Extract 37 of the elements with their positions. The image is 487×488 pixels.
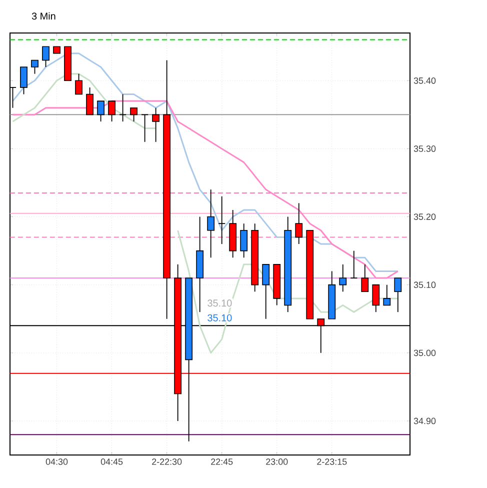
- x-tick-label: 04:45: [100, 458, 123, 465]
- candlestick: [207, 189, 215, 258]
- candlestick: [42, 46, 50, 68]
- candlestick: [295, 202, 303, 244]
- candlestick: [20, 66, 28, 95]
- candlestick: [97, 100, 104, 122]
- candlestick: [383, 284, 391, 306]
- annotation: 35.10: [208, 314, 232, 322]
- x-tick-label: 04:30: [46, 458, 68, 465]
- y-tick-label: 35.10: [414, 282, 436, 288]
- candlestick: [361, 264, 369, 292]
- x-tick-label: 2-23:15: [317, 458, 347, 465]
- y-tick-label: 35.20: [414, 214, 436, 220]
- candlestick: [372, 284, 380, 313]
- x-tick-label: 22:45: [211, 458, 233, 465]
- y-tick-label: 35.00: [414, 350, 436, 356]
- candlestick: [86, 86, 94, 116]
- candlestick: [240, 223, 248, 258]
- candlestick: [108, 100, 116, 122]
- candlestick: [394, 278, 402, 313]
- chart-title: 3 Min: [32, 12, 56, 20]
- candlestick: [141, 114, 149, 142]
- candlestick: [75, 73, 82, 95]
- candlestick: [350, 250, 358, 278]
- y-tick-label: 35.40: [414, 77, 436, 84]
- y-tick-label: 35.30: [414, 146, 436, 152]
- x-tick-label: 2-22:30: [152, 458, 182, 465]
- candlestick: [339, 264, 347, 292]
- candlestick: [31, 60, 38, 74]
- candlestick: [262, 264, 270, 320]
- y-tick-label: 34.90: [414, 418, 436, 424]
- candlestick: [130, 107, 138, 122]
- candlestick: [152, 107, 160, 142]
- annotation: 35.10: [208, 300, 232, 307]
- x-tick-label: 23:00: [266, 458, 288, 465]
- candlestick: [218, 196, 226, 244]
- candlestick: [119, 94, 127, 122]
